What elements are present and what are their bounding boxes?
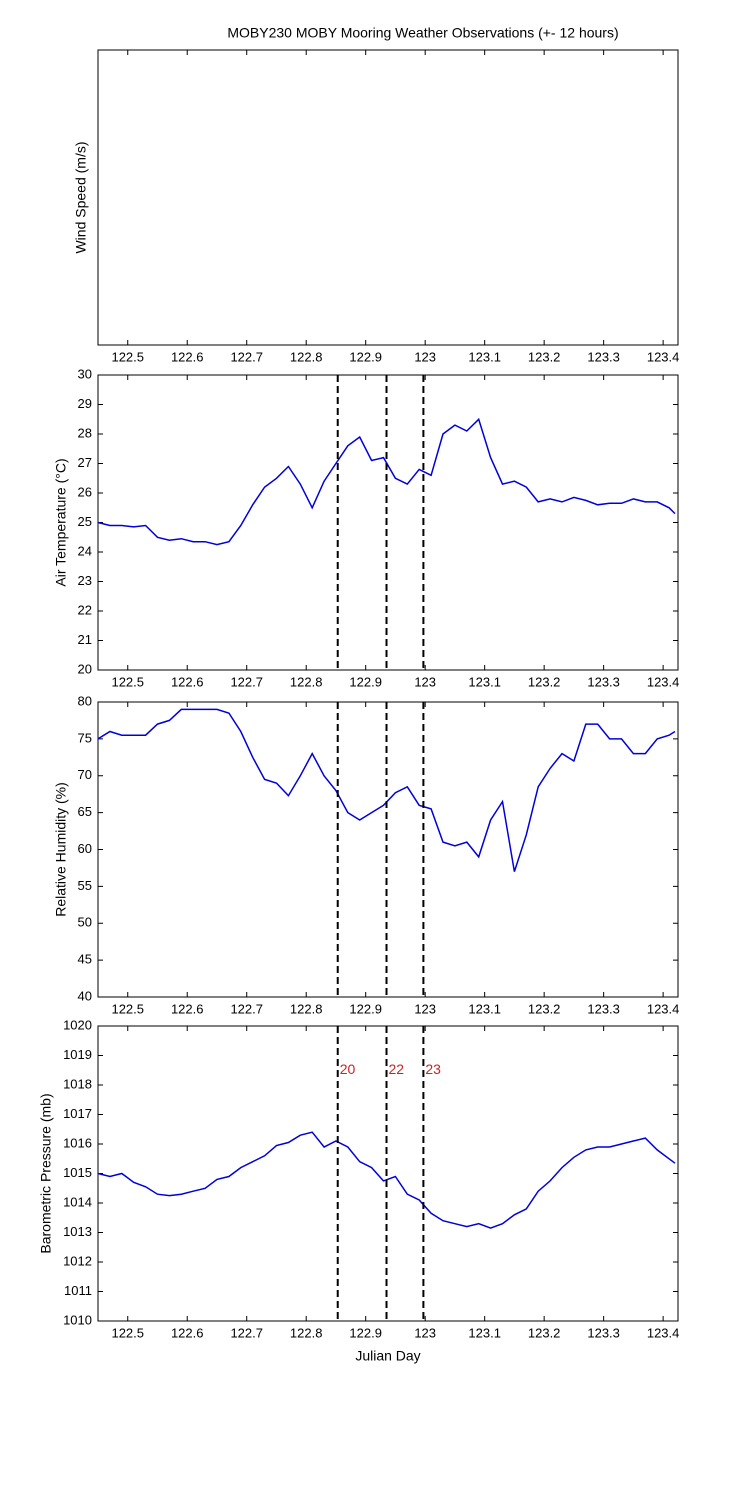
x-tick-label: 123.4 (647, 1325, 680, 1340)
y-tick-label: 1018 (63, 1076, 92, 1091)
x-tick-label: 123.3 (587, 1325, 620, 1340)
y-tick-label: 24 (78, 543, 92, 558)
y-tick-label: 1017 (63, 1106, 92, 1121)
y-axis-label: Air Temperature (°C) (53, 458, 69, 586)
y-tick-label: 22 (78, 602, 92, 617)
x-tick-label: 122.6 (171, 349, 204, 364)
x-tick-label: 123 (414, 349, 436, 364)
x-tick-label: 122.8 (290, 674, 323, 689)
x-tick-label: 123.3 (587, 349, 620, 364)
x-tick-label: 123.2 (528, 349, 561, 364)
y-tick-label: 21 (78, 632, 92, 647)
x-tick-label: 122.9 (349, 674, 382, 689)
x-tick-label: 123.3 (587, 674, 620, 689)
plot-area (97, 1025, 679, 1322)
plot-area (97, 701, 679, 998)
x-tick-label: 122.6 (171, 1001, 204, 1016)
y-axis-label: Wind Speed (m/s) (73, 141, 89, 253)
y-tick-label: 1010 (63, 1312, 92, 1327)
x-tick-label: 122.9 (349, 1001, 382, 1016)
data-line (97, 1131, 676, 1229)
y-tick-label: 27 (78, 455, 92, 470)
x-tick-label: 123 (414, 1325, 436, 1340)
x-tick-label: 122.9 (349, 349, 382, 364)
y-tick-label: 80 (78, 693, 92, 708)
annotation: 20 (340, 1061, 356, 1077)
y-axis-label: Barometric Pressure (mb) (38, 1093, 54, 1253)
x-tick-label: 122.8 (290, 1325, 323, 1340)
x-tick-label: 122.5 (111, 1325, 144, 1340)
x-tick-label: 123.1 (468, 674, 501, 689)
y-tick-label: 26 (78, 484, 92, 499)
chart-title: MOBY230 MOBY Mooring Weather Observation… (227, 25, 618, 41)
y-tick-label: 1012 (63, 1253, 92, 1268)
y-tick-label: 20 (78, 661, 92, 676)
plot-area (97, 374, 679, 671)
data-line (97, 417, 676, 546)
x-tick-label: 122.8 (290, 349, 323, 364)
annotation: 22 (389, 1061, 405, 1077)
x-tick-label: 123.2 (528, 674, 561, 689)
x-tick-label: 122.6 (171, 674, 204, 689)
y-tick-label: 70 (78, 767, 92, 782)
x-tick-label: 123 (414, 1001, 436, 1016)
x-tick-label: 123 (414, 674, 436, 689)
x-axis-label: Julian Day (355, 1348, 420, 1364)
y-tick-label: 75 (78, 730, 92, 745)
x-tick-label: 122.7 (230, 674, 263, 689)
y-tick-label: 50 (78, 915, 92, 930)
y-tick-label: 1013 (63, 1224, 92, 1239)
x-tick-label: 123.4 (647, 1001, 680, 1016)
y-tick-label: 1020 (63, 1017, 92, 1032)
y-tick-label: 1016 (63, 1135, 92, 1150)
x-tick-label: 123.1 (468, 1325, 501, 1340)
y-tick-label: 1015 (63, 1165, 92, 1180)
x-tick-label: 122.9 (349, 1325, 382, 1340)
x-tick-label: 123.4 (647, 349, 680, 364)
annotation: 23 (425, 1061, 441, 1077)
x-tick-label: 122.7 (230, 1325, 263, 1340)
y-tick-label: 1011 (64, 1283, 92, 1298)
plot-area (97, 49, 679, 346)
x-tick-label: 123.1 (468, 1001, 501, 1016)
x-tick-label: 122.7 (230, 1001, 263, 1016)
x-tick-label: 122.7 (230, 349, 263, 364)
x-tick-label: 123.4 (647, 674, 680, 689)
y-tick-label: 29 (78, 396, 92, 411)
y-tick-label: 30 (78, 366, 92, 381)
x-tick-label: 122.5 (111, 349, 144, 364)
y-tick-label: 28 (78, 425, 92, 440)
y-tick-label: 25 (78, 514, 92, 529)
x-tick-label: 122.8 (290, 1001, 323, 1016)
y-tick-label: 40 (78, 988, 92, 1003)
x-tick-label: 123.2 (528, 1325, 561, 1340)
x-tick-label: 123.2 (528, 1001, 561, 1016)
data-line (97, 708, 676, 872)
y-tick-label: 23 (78, 573, 92, 588)
y-tick-label: 55 (78, 878, 92, 893)
y-tick-label: 1014 (63, 1194, 92, 1209)
x-tick-label: 122.5 (111, 674, 144, 689)
y-tick-label: 1019 (63, 1047, 92, 1062)
y-tick-label: 60 (78, 841, 92, 856)
y-tick-label: 65 (78, 804, 92, 819)
x-tick-label: 123.3 (587, 1001, 620, 1016)
x-tick-label: 122.5 (111, 1001, 144, 1016)
x-tick-label: 123.1 (468, 349, 501, 364)
y-axis-label: Relative Humidity (%) (53, 782, 69, 917)
y-tick-label: 45 (78, 952, 92, 967)
x-tick-label: 122.6 (171, 1325, 204, 1340)
